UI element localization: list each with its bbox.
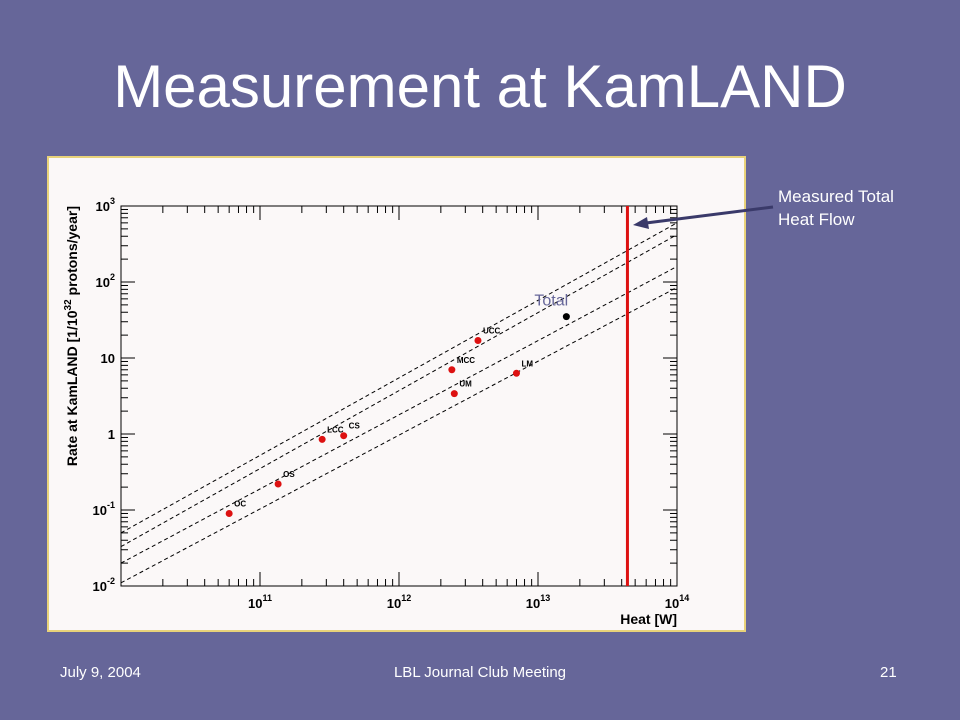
slide-title: Measurement at KamLAND <box>113 53 847 120</box>
x-tick-label: 1014 <box>665 593 689 611</box>
data-point-label: LCC <box>327 425 344 434</box>
chart-svg: 1011 1012 1013 1014 10-2 10-1 1 10 102 103 Heat [W… <box>63 196 689 627</box>
total-point-label: Total <box>534 293 568 310</box>
reference-line <box>121 286 677 584</box>
data-point <box>340 432 348 440</box>
data-point-label: MCC <box>457 356 475 365</box>
data-point-label: UM <box>459 380 472 389</box>
x-tick-label: 1013 <box>526 593 550 611</box>
measured-heat-annotation: Measured Total Heat Flow <box>778 185 953 231</box>
data-point-label: UCC <box>483 326 501 335</box>
data-point-label: CS <box>349 422 361 431</box>
data-point-label: OS <box>283 470 295 479</box>
y-tick-label: 103 <box>96 196 115 214</box>
data-point <box>318 435 326 443</box>
y-tick-label: 10-1 <box>93 500 115 518</box>
footer-page: 21 <box>880 664 897 681</box>
reference-line <box>121 222 677 534</box>
data-point <box>474 336 482 344</box>
y-tick-label: 102 <box>96 272 115 290</box>
data-point-label: OC <box>234 499 246 508</box>
footer-date: July 9, 2004 <box>60 664 141 681</box>
y-axis-label: Rate at KamLAND [1/1032 protons/year] <box>63 206 80 466</box>
total-point <box>562 313 570 321</box>
data-point <box>448 366 456 374</box>
x-tick-label: 1012 <box>387 593 411 611</box>
data-point-label: LM <box>521 359 533 368</box>
y-tick-label: 10 <box>101 351 115 366</box>
y-tick-label: 1 <box>108 427 115 442</box>
data-point <box>274 480 282 488</box>
plot-frame <box>120 205 678 587</box>
x-axis-label: Heat [W] <box>620 611 677 627</box>
data-point <box>512 369 520 377</box>
data-point <box>225 509 233 517</box>
x-tick-label: 1011 <box>248 593 272 611</box>
annotation-line2: Heat Flow <box>778 210 855 229</box>
reference-line <box>121 266 677 564</box>
figure-frame: 1011 1012 1013 1014 10-2 10-1 1 10 102 103 Heat [W… <box>47 156 746 632</box>
annotation-line1: Measured Total <box>778 187 894 206</box>
data-point <box>450 390 458 398</box>
y-tick-label: 10-2 <box>93 576 115 594</box>
footer-event: LBL Journal Club Meeting <box>393 664 567 681</box>
reference-line <box>121 234 677 548</box>
